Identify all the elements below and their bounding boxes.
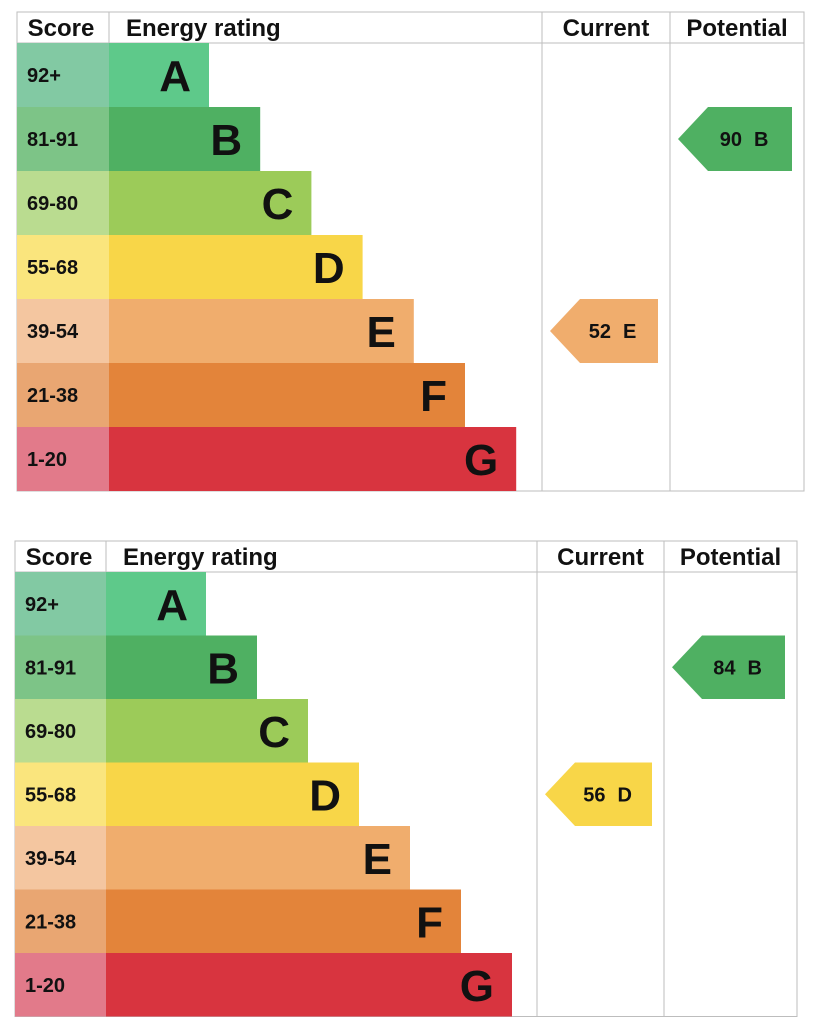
band-letter-c: C (262, 180, 294, 229)
score-label-f: 21-38 (27, 385, 78, 407)
band-letter-b: B (207, 644, 239, 693)
band-bar-e (106, 826, 410, 890)
band-bar-f (106, 889, 461, 953)
band-letter-c: C (258, 708, 290, 757)
band-bar-d (109, 235, 363, 299)
band-bar-e (109, 299, 414, 363)
score-cell-b (15, 635, 106, 699)
score-label-d: 55-68 (25, 784, 76, 806)
score-cell-d (17, 235, 109, 299)
band-letter-d: D (309, 771, 341, 820)
header-current: Current (557, 544, 644, 571)
score-cell-d (15, 762, 106, 826)
current-arrow (550, 299, 658, 363)
score-label-e: 39-54 (27, 321, 79, 343)
band-bar-f (109, 363, 465, 427)
header-potential: Potential (686, 15, 787, 42)
band-letter-e: E (363, 835, 392, 884)
potential-band: B (748, 657, 762, 679)
current-arrow (545, 762, 652, 826)
score-label-g: 1-20 (27, 449, 67, 471)
score-cell-f (15, 889, 106, 953)
band-bar-g (109, 427, 517, 491)
band-bar-c (106, 699, 308, 763)
score-label-a: 92+ (25, 594, 59, 616)
header-score: Score (26, 544, 93, 571)
current-band: D (618, 784, 632, 806)
band-bar-c (109, 171, 312, 235)
potential-band: B (754, 129, 768, 151)
band-bar-a (106, 572, 206, 636)
header-energy-rating: Energy rating (123, 544, 278, 571)
potential-value: 90 (720, 129, 742, 151)
band-bar-b (109, 107, 261, 171)
band-letter-a: A (159, 52, 191, 101)
header-score: Score (28, 15, 95, 42)
current-value: 56 (583, 784, 605, 806)
header-current: Current (563, 15, 650, 42)
potential-value: 84 (713, 657, 736, 679)
score-label-d: 55-68 (27, 257, 78, 279)
band-letter-f: F (416, 898, 443, 947)
band-bar-b (106, 635, 257, 699)
score-label-a: 92+ (27, 65, 61, 87)
score-label-c: 69-80 (25, 721, 76, 743)
band-bar-g (106, 953, 512, 1017)
score-cell-e (15, 826, 106, 890)
score-label-c: 69-80 (27, 193, 78, 215)
score-cell-c (17, 171, 109, 235)
score-cell-e (17, 299, 109, 363)
potential-arrow (672, 635, 785, 699)
score-label-e: 39-54 (25, 848, 77, 870)
header-energy-rating: Energy rating (126, 15, 281, 42)
band-letter-e: E (366, 308, 395, 357)
score-label-g: 1-20 (25, 975, 65, 997)
band-bar-a (109, 43, 209, 107)
band-letter-a: A (156, 581, 188, 630)
band-letter-g: G (464, 436, 498, 485)
score-label-b: 81-91 (25, 657, 76, 679)
header-potential: Potential (680, 544, 781, 571)
score-cell-c (15, 699, 106, 763)
current-band: E (623, 321, 636, 343)
band-bar-d (106, 762, 359, 826)
band-letter-d: D (313, 244, 345, 293)
score-cell-g (15, 953, 106, 1017)
score-label-f: 21-38 (25, 911, 76, 933)
score-cell-a (15, 572, 106, 636)
score-cell-a (17, 43, 109, 107)
score-label-b: 81-91 (27, 129, 78, 151)
band-letter-b: B (210, 116, 242, 165)
band-letter-g: G (460, 962, 494, 1011)
score-cell-g (17, 427, 109, 491)
current-value: 52 (589, 321, 611, 343)
band-letter-f: F (420, 372, 447, 421)
score-cell-f (17, 363, 109, 427)
potential-arrow (678, 107, 792, 171)
score-cell-b (17, 107, 109, 171)
